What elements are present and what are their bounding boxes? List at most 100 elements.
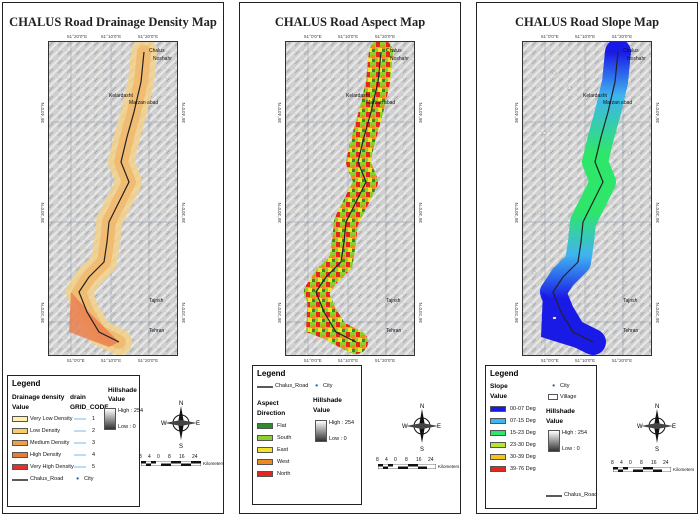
legend-class-label: 00-07 Deg [510,406,536,412]
top-tick: 51°0'0"E [541,34,559,39]
scale-bar [378,464,436,469]
legend-class-label: West [277,459,290,465]
slope-map-canvas: Chalus Noshahr Kelardasht Marzan abad Ta… [523,42,651,355]
compass-w: W [402,424,408,430]
hillshade-gradient [315,420,327,442]
scale-unit: Kilometers [438,464,460,469]
legend-class-label: 23-30 Deg [510,442,536,448]
place-label: Tajrish [386,298,401,304]
north-arrow-icon: N S W E [161,401,200,448]
compass-s: S [655,447,659,451]
city-label: City [560,383,570,389]
right-tick: 36°30'0"N [181,202,186,223]
scale-label: 8 [139,454,142,460]
place-label: Noshahr [627,56,646,62]
scale-label: 0 [394,457,397,463]
scale-label: 0 [157,454,160,460]
legend-swatch [490,454,506,460]
scale-label: 24 [192,454,198,460]
right-tick: 36°40'0"N [418,102,423,123]
legend-swatch [490,442,506,448]
top-tick: 51°0'0"E [304,34,322,39]
place-label: Marzan abad [129,100,158,106]
left-tick: 36°20'0"N [277,302,282,323]
hillshade-head: Hillshade [313,397,342,404]
left-tick: 36°40'0"N [40,102,45,123]
compass-e: E [437,424,441,430]
legend-swatch [257,423,273,429]
top-tick: 51°20'0"E [375,34,396,39]
top-tick: 51°20'0"E [612,34,633,39]
legend-grid-code-label: GRID_CODE [70,404,109,411]
scale-bar [141,461,201,466]
scale-label: 4 [385,457,388,463]
scale-label: 16 [651,460,657,466]
left-tick: 36°30'0"N [277,202,282,223]
village-swatch [548,394,558,400]
scale-label: 16 [179,454,185,460]
left-tick: 36°30'0"N [40,202,45,223]
compass-w: W [637,424,643,430]
legend-col1-head: Drainage density [12,394,65,401]
scale-label: 8 [168,454,171,460]
legend-class-label: Flat [277,423,287,429]
top-tick: 51°20'0"E [138,34,159,39]
scale-label: 8 [376,457,379,463]
aspect-legend: Legend Chalus_Road ● City Aspect Directi… [252,365,362,505]
legend-swatch [12,416,28,422]
hillshade-low: Low : 0 [118,424,136,430]
grid-code: 1 [92,416,96,422]
scale-label: 8 [405,457,408,463]
road-symbol [257,386,273,388]
right-tick: 36°20'0"N [418,302,423,323]
legend-class-label: High Density [30,452,62,458]
legend-class-label: North [277,471,291,477]
bottom-tick: 51°0'0"E [304,358,322,363]
scale-label: 24 [663,460,669,466]
drainage-map-canvas: Chalus Noshahr Kelardasht Marzan abad Ta… [49,42,177,355]
place-label: Marzan abad [366,100,395,106]
north-arrow-icon: N S W E [637,404,676,451]
slope-map-frame: Chalus Noshahr Kelardasht Marzan abad Ta… [522,41,652,356]
hillshade-value-label: Value [313,407,330,414]
legend-value-label: Value [12,404,29,411]
road-symbol [12,479,28,481]
legend-class-label: 30-39 Deg [510,454,536,460]
place-label: Noshahr [153,56,172,62]
legend-col3-head: Hillshade [108,387,137,394]
hillshade-gradient [548,430,560,452]
scale-unit: Kilometers [673,467,695,472]
village-markers [532,71,632,320]
top-tick: 51°20'0"E [67,34,88,39]
hillshade-gradient [104,408,116,430]
aspect-map-panel: CHALUS Road Aspect Map 51°0'0"E 51°10'0"… [239,2,461,514]
legend-swatch [12,428,28,434]
place-label: Noshahr [390,56,409,62]
left-tick: 36°30'0"N [514,202,519,223]
bottom-tick: 51°20'0"E [138,358,159,363]
legend-col2-head: drain [70,394,86,401]
right-tick: 36°30'0"N [418,202,423,223]
panel-title: CHALUS Road Drainage Density Map [9,15,217,29]
legend-title: Legend [257,369,286,378]
bottom-tick: 51°20'0"E [612,358,633,363]
legend-class-label: Very Low Density [30,416,73,422]
road-label: Chalus_Road [275,383,309,389]
road-label: Chalus_Road [30,476,64,482]
scale-unit: Kilometers [203,461,225,466]
legend-hill-value-label: Value [108,396,125,403]
legend-class-label: 15-23 Deg [510,430,536,436]
village-label: Village [560,394,577,400]
chalus-road-line [78,51,145,343]
grid-code: 4 [92,452,96,458]
panel-title: CHALUS Road Aspect Map [274,15,426,29]
hillshade-low: Low : 0 [329,436,347,442]
place-label: Chalus [623,48,639,54]
compass-s: S [179,444,183,448]
legend-swatch [490,406,506,412]
scale-label: 4 [620,460,623,466]
compass-e: E [672,424,676,430]
scale-label: 16 [416,457,422,463]
hillshade-high: High : 254 [562,430,588,436]
left-tick: 36°20'0"N [514,302,519,323]
